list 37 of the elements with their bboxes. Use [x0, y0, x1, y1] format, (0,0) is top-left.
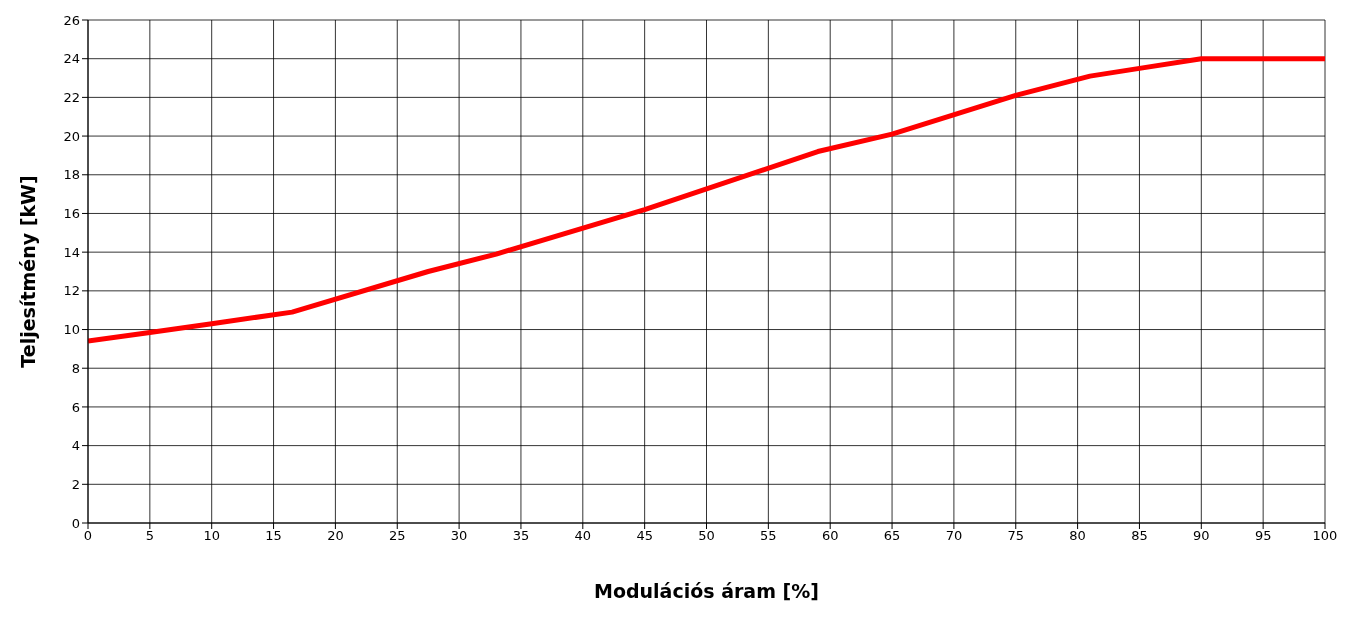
x-tick-label: 55 — [760, 528, 777, 544]
y-tick-label: 18 — [63, 167, 80, 183]
y-tick-label: 8 — [71, 360, 80, 376]
y-tick-label: 26 — [63, 12, 80, 28]
x-tick-label: 85 — [1131, 528, 1148, 544]
x-tick-label: 50 — [698, 528, 715, 544]
x-tick-label: 25 — [388, 528, 406, 544]
x-tick-label: 30 — [450, 528, 468, 544]
x-tick-label: 60 — [821, 528, 839, 544]
x-axis-title: Modulációs áram [%] — [593, 580, 820, 602]
x-tick-label: 90 — [1193, 528, 1210, 544]
x-tick-label: 5 — [145, 528, 154, 544]
x-tick-label: 75 — [1007, 528, 1025, 544]
x-tick-label: 10 — [203, 528, 220, 544]
y-tick-label: 20 — [63, 128, 80, 144]
y-tick-label: 0 — [71, 515, 80, 531]
x-tick-label: 80 — [1069, 528, 1086, 544]
x-tick-label: 65 — [883, 528, 901, 544]
x-tick-label: 70 — [945, 528, 963, 544]
y-tick-label: 12 — [63, 283, 80, 299]
x-tick-label: 0 — [83, 528, 93, 544]
y-tick-label: 2 — [71, 476, 80, 492]
y-tick-label: 4 — [71, 438, 80, 454]
x-tick-label: 40 — [574, 528, 592, 544]
y-axis-title: Teljesítmény [kW] — [16, 175, 39, 368]
y-tick-label: 14 — [63, 244, 80, 260]
x-tick-label: 100 — [1312, 528, 1338, 544]
x-tick-label: 15 — [265, 528, 282, 544]
x-tick-label: 20 — [327, 528, 344, 544]
y-tick-label: 22 — [63, 90, 80, 105]
y-tick-label: 24 — [63, 51, 80, 67]
x-tick-label: 45 — [636, 528, 653, 544]
y-tick-label: 6 — [71, 399, 80, 415]
x-tick-label: 95 — [1254, 528, 1272, 544]
y-tick-label: 10 — [63, 322, 80, 338]
x-tick-label: 35 — [512, 528, 530, 544]
y-tick-label: 16 — [63, 206, 80, 222]
